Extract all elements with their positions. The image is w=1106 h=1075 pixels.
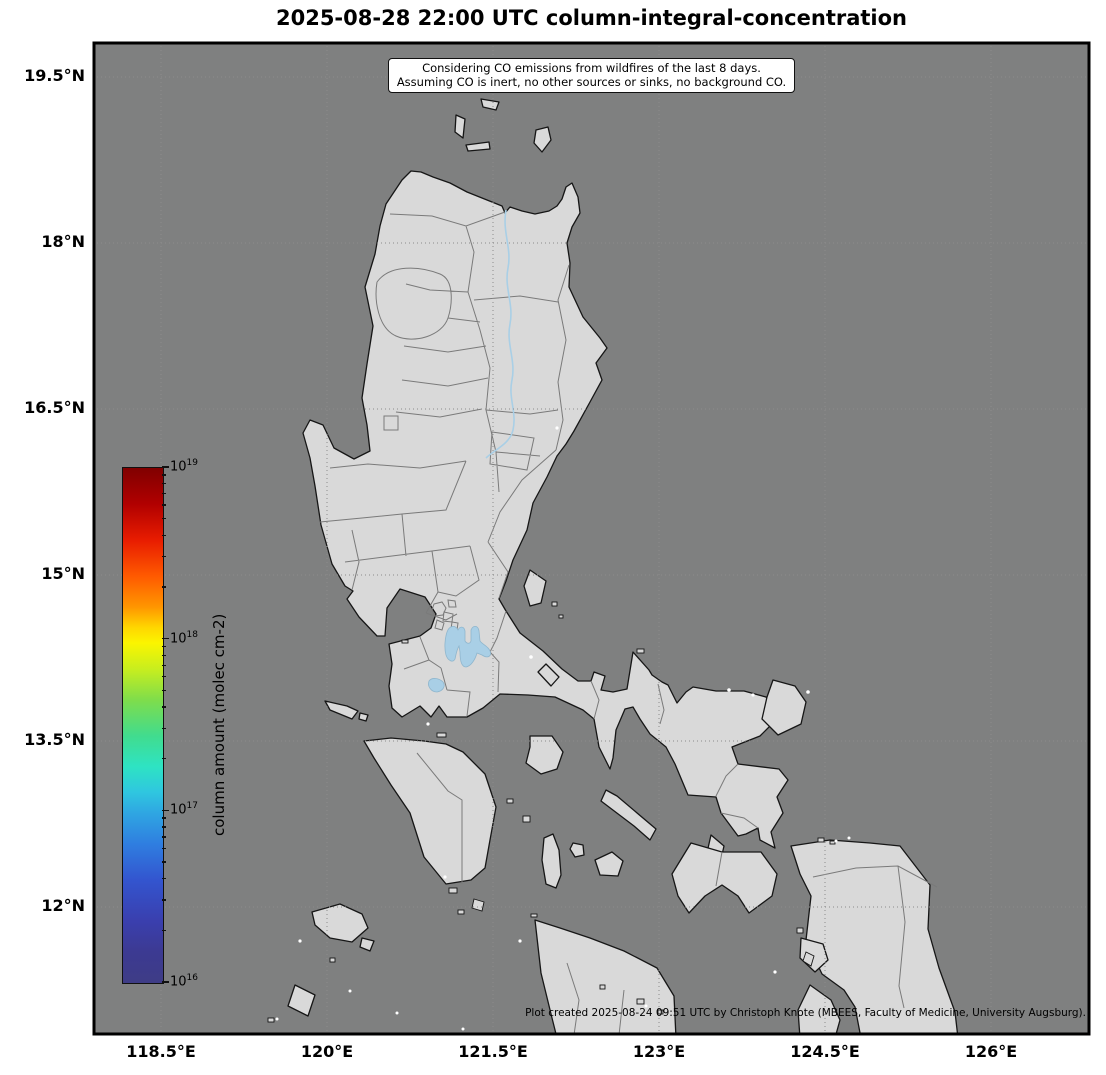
river-cagayan	[485, 209, 515, 459]
colorbar-tick-label: 1018	[170, 630, 198, 647]
y-tick-label: 12°N	[41, 896, 85, 915]
island-sibuyan	[594, 851, 624, 877]
y-tick-label: 19.5°N	[24, 66, 85, 85]
colorbar-tick-label: 1016	[170, 973, 198, 990]
islet	[358, 712, 369, 722]
x-tick-label: 120°E	[300, 1042, 354, 1061]
island-masbate	[671, 842, 778, 914]
island-luzon	[302, 170, 789, 849]
y-tick-label: 18°N	[41, 232, 85, 251]
island-romblon	[569, 842, 585, 858]
island-polillo	[523, 569, 547, 607]
island-fuga	[465, 141, 491, 152]
island-alabat	[537, 663, 560, 687]
island-camiguin-norte	[533, 126, 552, 153]
small-islets	[267, 601, 836, 1023]
island-burias	[600, 789, 657, 841]
x-tick-label: 118.5°E	[126, 1042, 196, 1061]
colorbar-tick-label: 1019	[170, 458, 198, 475]
white-specks	[275, 426, 882, 1031]
lakes	[428, 625, 491, 693]
island-tablas	[541, 833, 562, 889]
island-coron	[359, 937, 375, 952]
colorbar-tick-label: 1017	[170, 801, 198, 818]
island-leyte	[797, 984, 841, 1035]
island-marinduque	[525, 735, 564, 775]
plot-title: 2025-08-28 22:00 UTC column-integral-con…	[275, 6, 907, 30]
lake-laguna-de-bay	[444, 625, 491, 668]
island-lubang	[324, 700, 359, 720]
x-tick-label: 121.5°E	[458, 1042, 528, 1061]
y-tick-label: 16.5°N	[24, 398, 85, 417]
y-tick-label: 13.5°N	[24, 730, 85, 749]
map-frame	[92, 41, 1091, 1036]
lake-taal	[428, 678, 445, 693]
y-tick-label: 15°N	[41, 564, 85, 583]
landmasses	[287, 98, 959, 1035]
island-calayan	[480, 98, 500, 111]
ocean	[93, 42, 1090, 1035]
x-tick-label: 123°E	[632, 1042, 686, 1061]
island-panay	[534, 919, 677, 1035]
island-catanduanes	[761, 679, 807, 736]
island-dalupiri	[454, 114, 466, 139]
x-tick-label: 124.5°E	[790, 1042, 860, 1061]
island-busuanga	[311, 903, 369, 943]
island-culion	[287, 984, 316, 1017]
island-samar	[790, 839, 959, 1035]
credit-text: Plot created 2025-08-24 09:51 UTC by Chr…	[525, 1007, 1086, 1019]
island-mindoro	[363, 737, 497, 885]
x-tick-label: 126°E	[964, 1042, 1018, 1061]
colorbar-axis-label: column amount (molec cm-2)	[210, 613, 228, 836]
colorbar	[122, 467, 164, 984]
